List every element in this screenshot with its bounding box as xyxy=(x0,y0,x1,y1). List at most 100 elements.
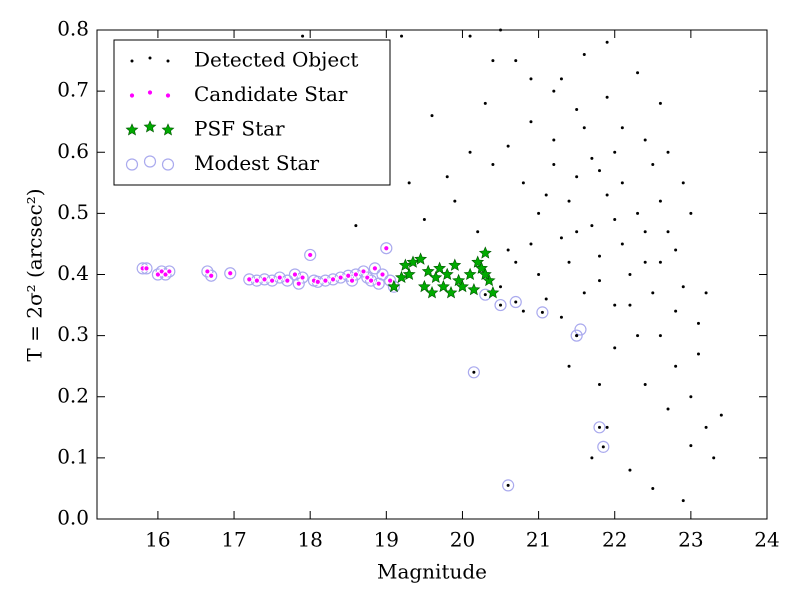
point xyxy=(422,217,426,221)
point xyxy=(590,224,594,228)
point xyxy=(590,156,594,160)
point xyxy=(559,236,563,240)
point xyxy=(486,286,500,299)
point xyxy=(544,297,548,301)
point xyxy=(597,440,610,453)
point xyxy=(407,181,411,185)
point xyxy=(476,230,480,234)
point xyxy=(375,280,382,287)
point xyxy=(291,271,299,278)
point xyxy=(246,276,253,283)
point xyxy=(414,252,428,265)
y-tick-label: 0.5 xyxy=(57,200,89,224)
point xyxy=(605,95,609,99)
point xyxy=(643,138,647,142)
x-tick-label: 18 xyxy=(297,528,322,552)
point xyxy=(521,181,525,185)
point xyxy=(387,279,401,293)
legend-marker xyxy=(148,56,152,60)
point xyxy=(666,150,670,154)
point xyxy=(483,293,487,297)
point xyxy=(276,274,283,281)
point xyxy=(620,181,624,185)
point xyxy=(598,169,601,173)
x-tick-label: 21 xyxy=(526,528,551,552)
point xyxy=(529,242,533,246)
point xyxy=(506,144,510,148)
y-tick-label: 0.3 xyxy=(57,322,89,346)
point xyxy=(658,199,662,203)
point xyxy=(658,260,662,264)
point xyxy=(514,300,518,304)
point xyxy=(666,230,670,234)
point xyxy=(537,211,541,215)
y-tick-label: 0.1 xyxy=(57,444,89,468)
point xyxy=(593,421,606,434)
point xyxy=(421,264,435,277)
point xyxy=(357,265,370,278)
point xyxy=(227,270,234,277)
y-tick-label: 0.4 xyxy=(57,261,89,285)
point xyxy=(575,107,579,111)
point xyxy=(552,138,556,142)
point xyxy=(598,254,601,258)
x-tick-label: 16 xyxy=(145,528,170,552)
point xyxy=(398,258,412,271)
point xyxy=(567,364,571,368)
point xyxy=(582,52,586,56)
point xyxy=(598,425,601,429)
point xyxy=(295,280,302,287)
point xyxy=(605,193,609,197)
point xyxy=(544,193,548,197)
point xyxy=(620,242,624,246)
x-tick-label: 24 xyxy=(754,528,779,552)
point xyxy=(269,277,276,284)
point xyxy=(440,267,454,281)
point xyxy=(598,383,601,387)
point xyxy=(352,271,359,278)
point xyxy=(529,77,533,81)
point xyxy=(628,273,632,276)
x-tick-label: 19 xyxy=(374,528,399,552)
point xyxy=(430,114,434,118)
point xyxy=(472,370,476,374)
point xyxy=(575,334,579,338)
point xyxy=(292,277,305,290)
point xyxy=(719,413,723,417)
point xyxy=(224,267,237,280)
legend-marker xyxy=(130,59,134,63)
y-axis-label: T = 2σ² (arcsec²) xyxy=(23,188,47,361)
legend-marker xyxy=(166,59,170,63)
point xyxy=(299,274,306,281)
point xyxy=(689,444,693,448)
point xyxy=(674,364,678,368)
point xyxy=(567,260,571,264)
point xyxy=(658,101,662,105)
point xyxy=(448,258,462,271)
point xyxy=(395,270,409,284)
point xyxy=(204,268,211,275)
point xyxy=(445,175,449,179)
legend-marker xyxy=(143,155,157,168)
point xyxy=(636,71,640,75)
point xyxy=(704,425,708,429)
point xyxy=(628,303,632,307)
point xyxy=(368,262,381,275)
y-tick-label: 0.0 xyxy=(57,506,89,530)
y-tick-label: 0.8 xyxy=(57,17,89,41)
point xyxy=(468,150,472,154)
point xyxy=(417,279,431,293)
point xyxy=(636,211,640,215)
point xyxy=(471,255,485,268)
point xyxy=(361,271,374,284)
point xyxy=(345,272,352,279)
point xyxy=(620,126,624,130)
point xyxy=(329,276,337,283)
point xyxy=(681,181,685,185)
legend-marker xyxy=(125,123,139,136)
point xyxy=(463,267,477,281)
point xyxy=(582,291,586,295)
point xyxy=(261,276,268,283)
y-tick-label: 0.2 xyxy=(57,383,89,407)
